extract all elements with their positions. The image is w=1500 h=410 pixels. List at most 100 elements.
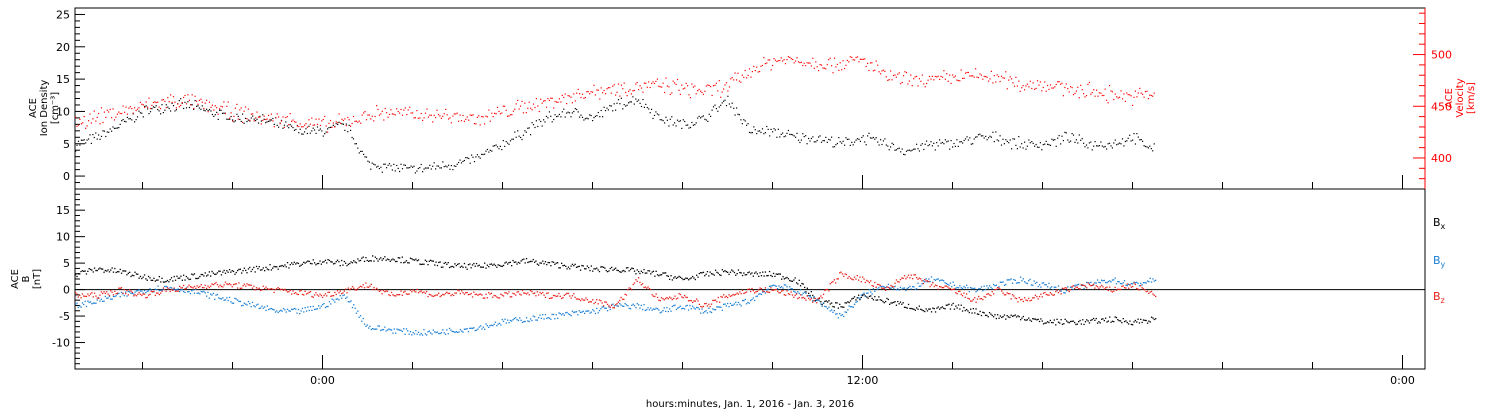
- density-point: [259, 115, 261, 117]
- field-point-bz: [859, 276, 861, 278]
- field-point-bx: [91, 269, 93, 271]
- field-point-bz: [721, 296, 723, 298]
- velocity-point: [537, 105, 539, 107]
- field-point-by: [631, 304, 633, 306]
- field-point-bz: [223, 284, 225, 286]
- field-point-by: [596, 307, 598, 310]
- field-point-by: [234, 297, 236, 299]
- field-point-bx: [617, 269, 619, 272]
- field-point-bx: [1024, 319, 1026, 321]
- field-point-by: [1041, 282, 1043, 284]
- field-point-bz: [153, 290, 155, 292]
- density-point: [623, 104, 625, 106]
- density-point: [481, 153, 483, 155]
- density-point: [406, 167, 408, 169]
- velocity-point: [535, 98, 537, 100]
- field-point-bx: [497, 264, 499, 266]
- field-point-bx: [513, 261, 515, 263]
- field-point-bx: [983, 312, 985, 314]
- velocity-point: [361, 114, 363, 116]
- density-point: [602, 116, 604, 118]
- field-point-by: [207, 291, 209, 293]
- density-point: [826, 141, 828, 143]
- velocity-point: [164, 100, 166, 102]
- density-point: [1057, 137, 1059, 139]
- field-point-by: [488, 326, 490, 328]
- velocity-point: [511, 114, 513, 116]
- density-point: [286, 125, 288, 127]
- field-point-bz: [1074, 287, 1076, 290]
- velocity-point: [340, 122, 342, 124]
- field-point-bz: [512, 292, 514, 294]
- field-point-by: [1078, 283, 1080, 286]
- density-point: [139, 112, 141, 114]
- field-point-bx: [920, 308, 922, 310]
- field-point-by: [80, 306, 82, 308]
- field-point-by: [1150, 281, 1153, 283]
- velocity-point: [924, 86, 926, 88]
- density-point: [295, 128, 297, 131]
- bottom-panel-frame: [74, 188, 1426, 370]
- field-point-bz: [739, 291, 741, 293]
- field-point-bx: [273, 265, 275, 268]
- field-point-bx: [382, 258, 385, 260]
- density-point: [1110, 145, 1112, 147]
- field-point-bx: [574, 263, 576, 265]
- velocity-point: [1083, 93, 1085, 95]
- velocity-point: [639, 85, 641, 87]
- density-point: [607, 109, 609, 111]
- field-point-bz: [620, 296, 622, 299]
- field-point-by: [133, 293, 135, 295]
- field-point-bz: [809, 299, 811, 301]
- velocity-point: [1136, 96, 1138, 98]
- field-point-bz: [760, 288, 763, 290]
- field-point-by: [224, 299, 227, 301]
- field-point-by: [976, 289, 979, 292]
- field-point-by: [1014, 279, 1016, 281]
- field-point-bx: [1037, 318, 1039, 320]
- field-point-bz: [438, 292, 440, 294]
- field-point-by: [832, 311, 834, 313]
- field-point-bx: [675, 277, 678, 279]
- field-point-bx: [759, 272, 761, 274]
- velocity-point: [90, 122, 92, 124]
- velocity-point: [466, 116, 468, 118]
- density-point: [553, 118, 555, 121]
- field-point-by: [1063, 292, 1065, 294]
- field-point-by: [569, 314, 571, 316]
- field-point-bx: [478, 264, 480, 266]
- velocity-point: [191, 94, 193, 96]
- field-point-bx: [494, 264, 497, 267]
- velocity-point: [640, 87, 643, 89]
- field-point-bx: [327, 259, 329, 261]
- field-point-by: [192, 289, 194, 291]
- field-point-by: [1094, 282, 1096, 284]
- field-point-bz: [941, 287, 943, 289]
- field-point-bx: [1106, 321, 1108, 323]
- field-point-by: [868, 289, 871, 291]
- field-point-by: [859, 297, 861, 299]
- density-point: [711, 109, 713, 111]
- field-point-by: [304, 307, 306, 309]
- field-point-bx: [388, 259, 390, 261]
- density-point: [126, 116, 128, 118]
- field-point-bz: [662, 298, 664, 300]
- field-point-bz: [409, 289, 412, 291]
- field-point-by: [795, 292, 798, 294]
- field-point-by: [241, 305, 243, 307]
- field-point-bz: [1047, 294, 1049, 296]
- density-point: [926, 140, 928, 142]
- density-point: [1147, 147, 1149, 149]
- field-point-bx: [578, 265, 580, 267]
- field-point-bz: [293, 292, 295, 295]
- velocity-point: [656, 78, 658, 80]
- velocity-point: [165, 107, 167, 109]
- velocity-point: [1074, 92, 1076, 94]
- field-point-bx: [538, 264, 540, 266]
- field-point-bx: [258, 266, 260, 268]
- field-point-bz: [912, 278, 914, 280]
- field-point-by: [872, 288, 875, 290]
- velocity-point: [206, 99, 208, 101]
- field-point-bx: [860, 296, 862, 299]
- density-point: [941, 141, 944, 144]
